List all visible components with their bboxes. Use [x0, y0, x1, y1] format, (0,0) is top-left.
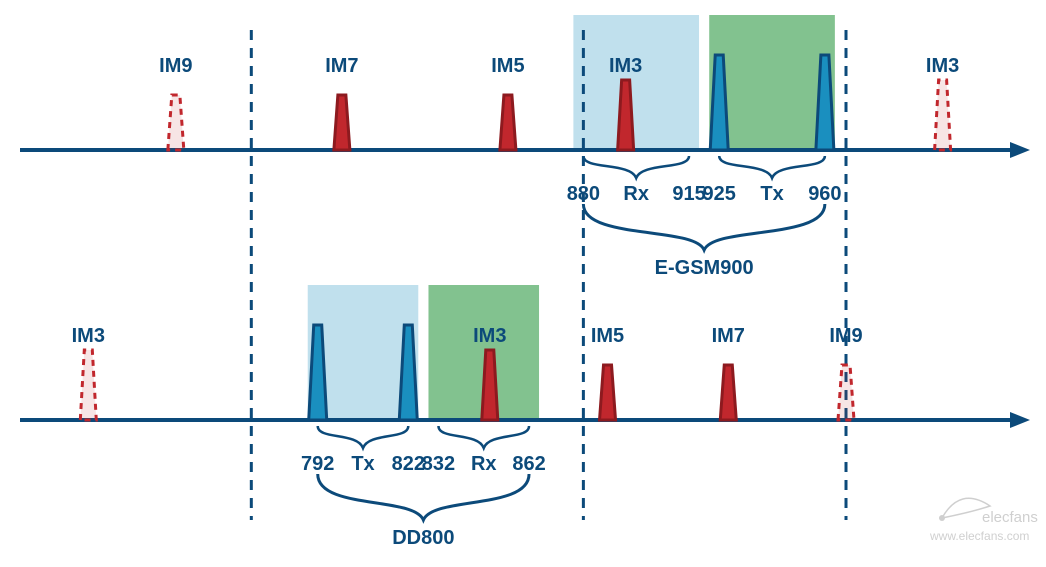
system-label: E-GSM900: [655, 257, 754, 279]
axis-arrow: [1010, 142, 1030, 158]
axis-arrow: [1010, 412, 1030, 428]
brace-small: [719, 156, 825, 178]
brace-mid-label: Rx: [471, 453, 497, 475]
brace-small: [583, 156, 689, 178]
brace-large: [583, 204, 825, 250]
im-product: [168, 95, 184, 150]
brace-left-label: 792: [301, 453, 334, 475]
brace-large: [318, 474, 529, 520]
band-rect-egsm_rx: [573, 15, 699, 150]
brace-right-label: 915: [672, 183, 705, 205]
im-label: IM5: [491, 55, 524, 77]
im-product: [935, 80, 951, 150]
brace-right-label: 862: [512, 453, 545, 475]
system-label: DD800: [392, 527, 454, 549]
im-product: [482, 350, 498, 420]
brace-left-label: 832: [422, 453, 455, 475]
watermark-text: elecfans: [982, 509, 1038, 526]
im-label: IM5: [591, 325, 624, 347]
im-label: IM3: [609, 55, 642, 77]
brace-mid-label: Tx: [760, 183, 783, 205]
im-product: [80, 350, 96, 420]
watermark-icon-dot: [939, 515, 945, 521]
brace-mid-label: Rx: [623, 183, 649, 205]
watermark-url: www.elecfans.com: [929, 529, 1029, 543]
brace-left-label: 925: [703, 183, 736, 205]
im-label: IM3: [72, 325, 105, 347]
im-product: [500, 95, 516, 150]
brace-right-label: 960: [808, 183, 841, 205]
im-product: [600, 365, 616, 420]
im-label: IM3: [473, 325, 506, 347]
im-label: IM9: [159, 55, 192, 77]
im-label: IM7: [325, 55, 358, 77]
brace-right-label: 822: [392, 453, 425, 475]
im-label: IM9: [829, 325, 862, 347]
im-product: [838, 365, 854, 420]
brace-left-label: 880: [567, 183, 600, 205]
brace-small: [318, 426, 409, 448]
im-product: [334, 95, 350, 150]
watermark: elecfans www.elecfans.com: [929, 498, 1038, 543]
im-product: [720, 365, 736, 420]
im-product: [618, 80, 634, 150]
brace-mid-label: Tx: [351, 453, 374, 475]
im-label: IM7: [712, 325, 745, 347]
im-label: IM3: [926, 55, 959, 77]
brace-small: [438, 426, 529, 448]
